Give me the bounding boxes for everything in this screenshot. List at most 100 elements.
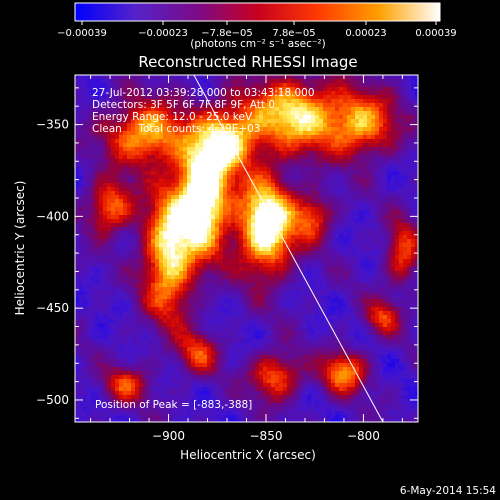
heatmap-cell xyxy=(203,263,208,268)
heatmap-cell xyxy=(263,103,268,108)
heatmap-cell xyxy=(311,247,316,252)
heatmap-cell xyxy=(295,223,300,228)
heatmap-cell xyxy=(319,107,324,112)
heatmap-cell xyxy=(363,131,368,136)
heatmap-cell xyxy=(119,175,124,180)
heatmap-cell xyxy=(247,75,252,80)
heatmap-cell xyxy=(159,259,164,264)
heatmap-cell xyxy=(367,115,372,120)
heatmap-cell xyxy=(95,259,100,264)
heatmap-cell xyxy=(387,103,392,108)
heatmap-cell xyxy=(251,127,256,132)
heatmap-cell xyxy=(167,291,172,296)
heatmap-cell xyxy=(371,139,376,144)
heatmap-cell xyxy=(267,183,272,188)
heatmap-cell xyxy=(219,151,224,156)
heatmap-cell xyxy=(111,127,116,132)
heatmap-cell xyxy=(131,195,136,200)
heatmap-cell xyxy=(267,239,272,244)
heatmap-cell xyxy=(323,95,328,100)
heatmap-cell xyxy=(415,239,418,244)
heatmap-cell xyxy=(139,279,144,284)
heatmap-cell xyxy=(99,215,104,220)
heatmap-cell xyxy=(335,135,340,140)
heatmap-cell xyxy=(163,83,168,88)
heatmap-cell xyxy=(391,91,396,96)
heatmap-cell xyxy=(295,239,300,244)
heatmap-cell xyxy=(175,151,180,156)
heatmap-cell xyxy=(287,303,292,308)
heatmap-cell xyxy=(163,103,168,108)
heatmap-cell xyxy=(363,107,368,112)
heatmap-cell xyxy=(391,199,396,204)
heatmap-cell xyxy=(359,239,364,244)
heatmap-cell xyxy=(79,195,84,200)
heatmap-cell xyxy=(379,207,384,212)
heatmap-cell xyxy=(199,159,204,164)
heatmap-cell xyxy=(371,215,376,220)
heatmap-cell xyxy=(251,75,256,80)
heatmap-cell xyxy=(123,211,128,216)
heatmap-cell xyxy=(247,107,252,112)
heatmap-cell xyxy=(239,151,244,156)
heatmap-cell xyxy=(343,259,348,264)
heatmap-cell xyxy=(87,111,92,116)
heatmap-cell xyxy=(123,275,128,280)
heatmap-cell xyxy=(251,151,256,156)
heatmap-cell xyxy=(143,287,148,292)
heatmap-cell xyxy=(255,267,260,272)
heatmap-cell xyxy=(135,131,140,136)
heatmap-cell xyxy=(155,295,160,300)
heatmap-cell xyxy=(95,151,100,156)
heatmap-cell xyxy=(211,123,216,128)
heatmap-cell xyxy=(251,95,256,100)
heatmap-cell xyxy=(183,167,188,172)
heatmap-cell xyxy=(159,119,164,124)
heatmap-cell xyxy=(387,227,392,232)
heatmap-cell xyxy=(199,215,204,220)
heatmap-cell xyxy=(291,219,296,224)
heatmap-cell xyxy=(91,115,96,120)
heatmap-cell xyxy=(343,227,348,232)
heatmap-cell xyxy=(303,139,308,144)
heatmap-cell xyxy=(87,187,92,192)
heatmap-cell xyxy=(403,123,408,128)
heatmap-cell xyxy=(203,215,208,220)
heatmap-cell xyxy=(399,95,404,100)
heatmap-cell xyxy=(267,191,272,196)
heatmap-cell xyxy=(99,235,104,240)
heatmap-cell xyxy=(199,259,204,264)
heatmap-cell xyxy=(139,167,144,172)
heatmap-cell xyxy=(179,203,184,208)
heatmap-cell xyxy=(351,151,356,156)
heatmap-cell xyxy=(195,275,200,280)
heatmap-cell xyxy=(75,303,80,308)
heatmap-cell xyxy=(187,75,192,80)
heatmap-cell xyxy=(211,299,216,304)
heatmap-cell xyxy=(403,203,408,208)
heatmap-cell xyxy=(387,199,392,204)
heatmap-cell xyxy=(95,131,100,136)
heatmap-cell xyxy=(231,95,236,100)
heatmap-cell xyxy=(231,175,236,180)
heatmap-cell xyxy=(215,283,220,288)
heatmap-cell xyxy=(247,199,252,204)
heatmap-cell xyxy=(179,303,184,308)
heatmap-cell xyxy=(291,267,296,272)
heatmap-cell xyxy=(279,127,284,132)
heatmap-cell xyxy=(231,87,236,92)
heatmap-cell xyxy=(227,155,232,160)
heatmap-cell xyxy=(303,95,308,100)
heatmap-cell xyxy=(391,103,396,108)
heatmap-cell xyxy=(195,119,200,124)
heatmap-cell xyxy=(135,243,140,248)
heatmap-cell xyxy=(387,243,392,248)
heatmap-cell xyxy=(391,291,396,296)
heatmap-cell xyxy=(127,211,132,216)
heatmap-cell xyxy=(87,275,92,280)
heatmap-cell xyxy=(227,147,232,152)
heatmap-cell xyxy=(127,199,132,204)
heatmap-cell xyxy=(187,147,192,152)
heatmap-cell xyxy=(283,159,288,164)
heatmap-cell xyxy=(123,171,128,176)
